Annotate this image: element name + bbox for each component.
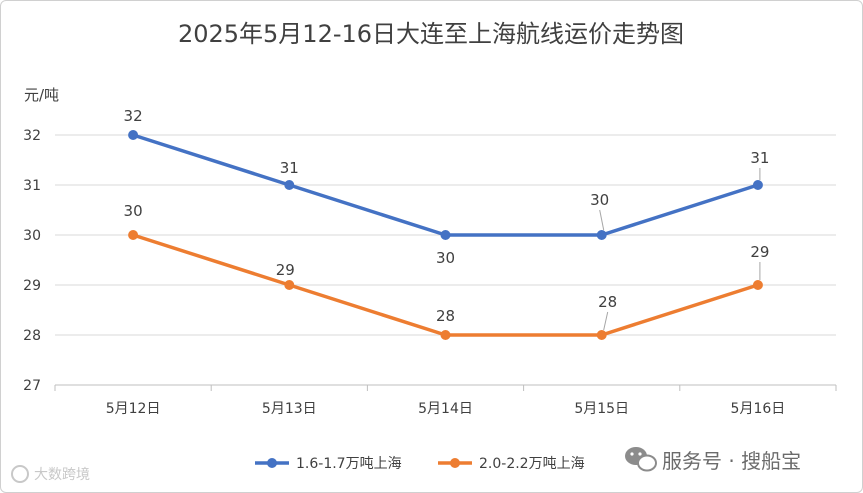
- data-point: [128, 130, 139, 140]
- x-tick-label: 5月14日: [418, 401, 473, 417]
- legend-swatch-marker: [450, 458, 460, 468]
- watermark-left-text: 大数跨境: [34, 467, 90, 483]
- data-label: 30: [436, 249, 455, 267]
- watermark-right: 服务号 · 搜船宝: [625, 447, 801, 473]
- data-label: 29: [750, 243, 769, 261]
- y-axis-unit-label: 元/吨: [24, 86, 59, 104]
- wechat-icon: [625, 447, 657, 472]
- data-label: 31: [280, 159, 299, 177]
- y-tick-label: 29: [23, 278, 41, 294]
- data-label-leader: [603, 311, 609, 331]
- data-point: [128, 230, 139, 240]
- chart-title: 2025年5月12-16日大连至上海航线运价走势图: [178, 20, 684, 48]
- data-point: [596, 230, 607, 240]
- y-tick-label: 28: [23, 328, 41, 344]
- legend-label: 2.0-2.2万吨上海: [479, 456, 585, 472]
- legend-item-1: 1.6-1.7万吨上海: [255, 456, 402, 472]
- data-label: 29: [276, 261, 295, 279]
- x-axis-ticks: 5月12日 5月13日 5月14日 5月15日 5月16日: [106, 401, 786, 417]
- data-label: 28: [598, 293, 617, 311]
- series-group: 32 31 30 30 31 30 29 28 28 29: [124, 107, 770, 340]
- data-label: 28: [436, 307, 455, 325]
- x-tick-label: 5月13日: [262, 401, 317, 417]
- legend-swatch-marker: [267, 458, 277, 468]
- data-point: [440, 330, 451, 340]
- watermark-right-text: 服务号 · 搜船宝: [662, 449, 801, 473]
- x-tick-label: 5月15日: [574, 401, 629, 417]
- gridlines: [54, 134, 837, 391]
- y-tick-label: 27: [23, 378, 41, 394]
- data-point: [752, 180, 763, 190]
- legend-item-2: 2.0-2.2万吨上海: [438, 456, 585, 472]
- data-point: [596, 330, 607, 340]
- legend-label: 1.6-1.7万吨上海: [296, 456, 402, 472]
- data-label: 30: [124, 202, 143, 220]
- y-tick-label: 31: [23, 178, 41, 194]
- legend: 1.6-1.7万吨上海 2.0-2.2万吨上海: [255, 456, 585, 472]
- data-point: [284, 280, 295, 290]
- watermark-logo-icon: [11, 465, 29, 483]
- x-tick-label: 5月16日: [731, 401, 786, 417]
- y-tick-label: 32: [23, 128, 41, 144]
- data-label-leader: [599, 209, 605, 231]
- data-label: 31: [750, 149, 769, 167]
- series-2: 30 29 28 28 29: [124, 202, 769, 340]
- watermark-left: 大数跨境: [11, 465, 90, 483]
- data-label: 32: [124, 107, 143, 125]
- data-point: [284, 180, 295, 190]
- data-point: [440, 230, 451, 240]
- x-tick-label: 5月12日: [106, 401, 161, 417]
- data-label: 30: [590, 191, 609, 209]
- data-point: [752, 280, 763, 290]
- y-tick-label: 30: [23, 228, 41, 244]
- series-1: 32 31 30 30 31: [124, 107, 770, 267]
- y-axis-ticks: 27 28 29 30 31 32: [23, 128, 41, 394]
